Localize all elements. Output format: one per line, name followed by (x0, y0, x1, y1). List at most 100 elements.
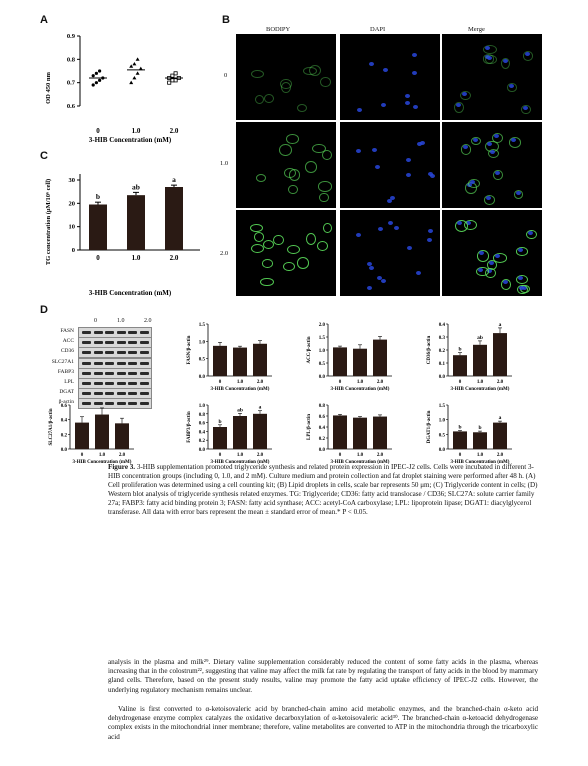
panel-d-bar-charts-top: 0.0 0.5 1.0 1.5 FASN/β-actin 0 1.0 2.0 3-HIB Con… (187, 322, 512, 392)
y-tick-label: 0.8 (319, 404, 326, 409)
x-tick-label: 2.0 (257, 380, 264, 385)
data-point (91, 74, 95, 78)
sig-label: b (458, 425, 461, 431)
x-tick-label: 0 (219, 453, 222, 458)
data-point (170, 78, 175, 83)
x-tick-label: 1.0 (132, 254, 141, 262)
x-tick-label: 1.0 (477, 453, 484, 458)
bar (127, 195, 145, 250)
bar (473, 344, 487, 376)
y-axis-label: LPL/β-actin (307, 414, 312, 440)
x-tick-label: 2.0 (377, 380, 384, 385)
data-point (173, 78, 178, 83)
data-point (135, 57, 140, 61)
x-tick-label: 0 (96, 254, 100, 262)
y-tick-label: 0.0 (61, 448, 68, 453)
y-tick-label: 0.0 (319, 375, 326, 380)
x-tick-label: 2.0 (497, 453, 504, 458)
x-tick-label: 2.0 (170, 254, 179, 262)
sig-label: b (218, 419, 221, 425)
y-tick-label: 10 (69, 224, 76, 231)
blot-label: CD36 (60, 348, 74, 355)
x-tick-label: 1.0 (132, 127, 141, 135)
panel-label-b: B (222, 14, 230, 26)
bar (75, 422, 89, 449)
blot-label: LPL (64, 379, 74, 385)
y-axis-label: SLC27A1/β-actin (49, 408, 54, 445)
y-tick-label: 0.0 (439, 375, 446, 380)
data-point (167, 80, 172, 85)
y-axis-label: FASN/β-actin (187, 335, 192, 364)
y-tick-label: 0.2 (439, 349, 446, 354)
x-tick-label: 1.0 (357, 380, 364, 385)
x-tick-label: 2.0 (170, 127, 179, 135)
x-tick-label: 2.0 (119, 453, 126, 458)
micrograph-dapi-0 (340, 34, 440, 120)
bar (89, 204, 107, 250)
x-axis-label: 3-HIB Concentration (mM) (331, 387, 390, 392)
x-axis-label: 3-HIB Concentration (mM) (73, 460, 132, 464)
y-tick-label: 0.0 (199, 375, 206, 380)
y-tick-label: 0 (72, 247, 75, 254)
x-tick-label: 2.0 (257, 453, 264, 458)
sig-label: ab (132, 182, 140, 191)
panel-b-col-bodipy: BODIPY (266, 26, 291, 33)
x-tick-label: 0 (81, 453, 84, 458)
data-point (173, 71, 178, 76)
panel-label-d: D (40, 304, 48, 316)
micrograph-bodipy-0 (236, 34, 336, 120)
bar (233, 347, 247, 376)
x-tick-label: 0 (339, 453, 342, 458)
y-tick-label: 0.2 (61, 433, 68, 438)
panel-b-micrographs: BODIPY DAPI Merge 0 1.0 2.0 (220, 26, 546, 298)
y-tick-label: 1.5 (199, 323, 206, 328)
bar (493, 422, 507, 449)
panel-d-western-blot: 0 1.0 2.0 FASN ACC CD36 SLC27A1 FABP3 LPL DGAT… (40, 318, 200, 414)
y-tick-label: 0.5 (439, 433, 446, 438)
y-tick-label: 0.7 (67, 80, 76, 87)
y-tick-label: 0.6 (199, 422, 206, 427)
x-tick-label: 1.0 (99, 453, 106, 458)
data-point (132, 76, 137, 80)
y-tick-label: 1.5 (319, 336, 326, 341)
blot-label: FABP3 (57, 368, 74, 375)
bar (213, 427, 227, 449)
sig-label: ab (237, 407, 243, 413)
micrograph-bodipy-2 (236, 210, 336, 296)
y-tick-label: 0.5 (319, 362, 326, 367)
micrograph-bodipy-1 (236, 122, 336, 208)
blot-label: FASN (60, 328, 74, 334)
data-point (132, 62, 137, 66)
y-tick-label: 1.0 (199, 404, 206, 409)
x-tick-label: 0 (219, 380, 222, 385)
x-axis-label: 3-HIB Concentration (mM) (211, 387, 270, 392)
x-tick-label: 1.0 (357, 453, 364, 458)
bar (333, 415, 347, 449)
sig-label: a (172, 175, 176, 184)
bar (253, 343, 267, 376)
y-tick-label: 1.5 (439, 404, 446, 409)
y-axis-label: CD36/β-actin (427, 336, 432, 365)
data-point (135, 71, 140, 75)
panel-b-row-2: 2.0 (220, 250, 229, 257)
y-axis-label: FABP3/β-actin (187, 411, 192, 443)
y-tick-label: 0.8 (67, 56, 76, 63)
y-tick-label: 0.6 (319, 415, 326, 420)
x-tick-label: 0 (459, 453, 462, 458)
blot-strip (78, 398, 152, 410)
bar (373, 416, 387, 449)
panel-b-row-1: 1.0 (220, 160, 229, 167)
blot-header-2: 2.0 (144, 318, 152, 324)
sig-label: ab (477, 335, 483, 341)
bar (473, 432, 487, 449)
micrograph-merge-1 (442, 122, 542, 208)
bar (115, 423, 129, 449)
blot-label: β-actin (58, 399, 74, 406)
y-tick-label: 0.2 (319, 437, 326, 442)
panel-b-col-dapi: DAPI (370, 26, 386, 33)
y-tick-label: 1.0 (319, 349, 326, 354)
x-axis-label: 3-HIB Concentration (mM) (331, 460, 390, 464)
blot-label: SLC27A1 (51, 358, 74, 365)
panel-a-xlabel: 3-HIB Concentration (mM) (89, 136, 172, 144)
y-tick-label: 0.4 (61, 419, 68, 424)
